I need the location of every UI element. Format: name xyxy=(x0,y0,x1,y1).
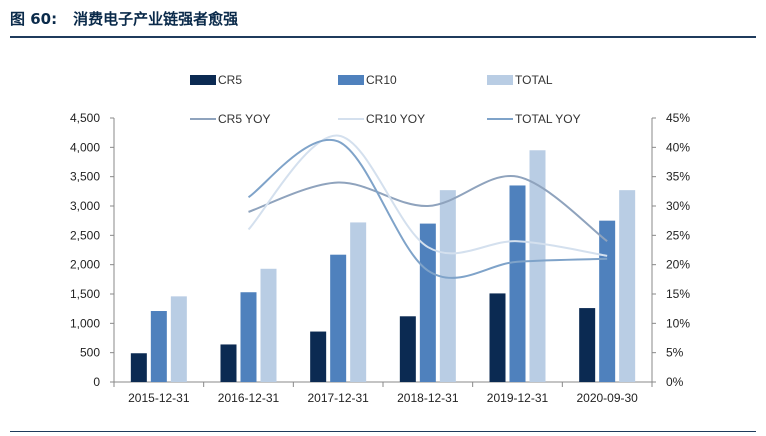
legend-label-cr5: CR5 xyxy=(218,73,242,87)
bar-total xyxy=(529,150,546,382)
bar-total xyxy=(170,296,187,382)
x-tick-label: 2016-12-31 xyxy=(218,391,280,405)
bar-cr10 xyxy=(419,223,436,382)
bar-cr5 xyxy=(489,293,506,382)
right-tick-label: 40% xyxy=(666,140,690,154)
right-tick-label: 20% xyxy=(666,258,690,272)
right-tick-label: 35% xyxy=(666,170,690,184)
legend-label-cr10-yoy: CR10 YOY xyxy=(366,112,425,126)
left-tick-label: 4,000 xyxy=(70,140,100,154)
chart-axes: 0 500 1,000 1,500 2,000 2,500 3,000 3,500 4,000 4… xyxy=(70,111,690,405)
line-total-yoy xyxy=(247,138,608,279)
right-tick-label: 10% xyxy=(666,316,690,330)
right-tick-label: 30% xyxy=(666,199,690,213)
figure-label: 图 60: xyxy=(10,10,58,28)
chart-legend: CR5 CR10 TOTAL CR5 YOY CR10 YOY TOTAL YOY xyxy=(190,73,581,126)
x-tick-label: 2018-12-31 xyxy=(397,391,459,405)
left-tick-label: 500 xyxy=(80,346,100,360)
legend-swatch-cr5 xyxy=(190,75,216,85)
right-tick-label: 45% xyxy=(666,111,690,125)
legend-label-total: TOTAL xyxy=(515,73,553,87)
x-tick-label: 2020-09-30 xyxy=(576,391,638,405)
line-series xyxy=(247,134,608,279)
bar-total xyxy=(439,190,456,382)
legend-label-cr10: CR10 xyxy=(366,73,397,87)
left-tick-label: 3,500 xyxy=(70,170,100,184)
bar-cr10 xyxy=(599,220,616,382)
left-tick-label: 2,000 xyxy=(70,258,100,272)
left-tick-label: 1,000 xyxy=(70,316,100,330)
right-tick-label: 25% xyxy=(666,228,690,242)
bar-cr10 xyxy=(240,292,257,382)
bar-cr5 xyxy=(399,316,416,382)
bar-total xyxy=(260,268,277,382)
figure-title: 消费电子产业链强者愈强 xyxy=(73,10,239,28)
x-tick-label: 2019-12-31 xyxy=(487,391,549,405)
legend-label-total-yoy: TOTAL YOY xyxy=(515,112,581,126)
x-tick-label: 2015-12-31 xyxy=(128,391,190,405)
x-tick-label: 2017-12-31 xyxy=(307,391,369,405)
left-tick-label: 4,500 xyxy=(70,111,100,125)
left-tick-label: 1,500 xyxy=(70,287,100,301)
legend-swatch-cr10 xyxy=(338,75,364,85)
bar-cr10 xyxy=(509,185,526,382)
bar-cr5 xyxy=(310,331,327,382)
bar-cr10 xyxy=(330,254,347,382)
footer-divider xyxy=(10,431,756,432)
left-tick-label: 0 xyxy=(93,375,100,389)
line-cr5-yoy xyxy=(248,175,608,243)
right-tick-label: 5% xyxy=(666,346,684,360)
bar-total xyxy=(350,222,367,382)
bar-cr5 xyxy=(579,308,596,382)
bar-cr5 xyxy=(220,344,237,382)
legend-label-cr5-yoy: CR5 YOY xyxy=(218,112,270,126)
left-tick-label: 3,000 xyxy=(70,199,100,213)
line-cr10-yoy xyxy=(247,134,608,257)
header-divider xyxy=(10,36,756,38)
bar-total xyxy=(619,190,636,382)
right-tick-label: 0% xyxy=(666,375,684,389)
bar-cr5 xyxy=(130,353,147,382)
legend-swatch-total xyxy=(487,75,513,85)
bar-cr10 xyxy=(150,311,167,382)
figure-header: 图 60: 消费电子产业链强者愈强 xyxy=(10,8,756,34)
left-tick-label: 2,500 xyxy=(70,228,100,242)
bar-series xyxy=(130,150,636,382)
right-tick-label: 15% xyxy=(666,287,690,301)
combo-chart: CR5 CR10 TOTAL CR5 YOY CR10 YOY TOTAL YOY 0 50… xyxy=(70,73,690,405)
